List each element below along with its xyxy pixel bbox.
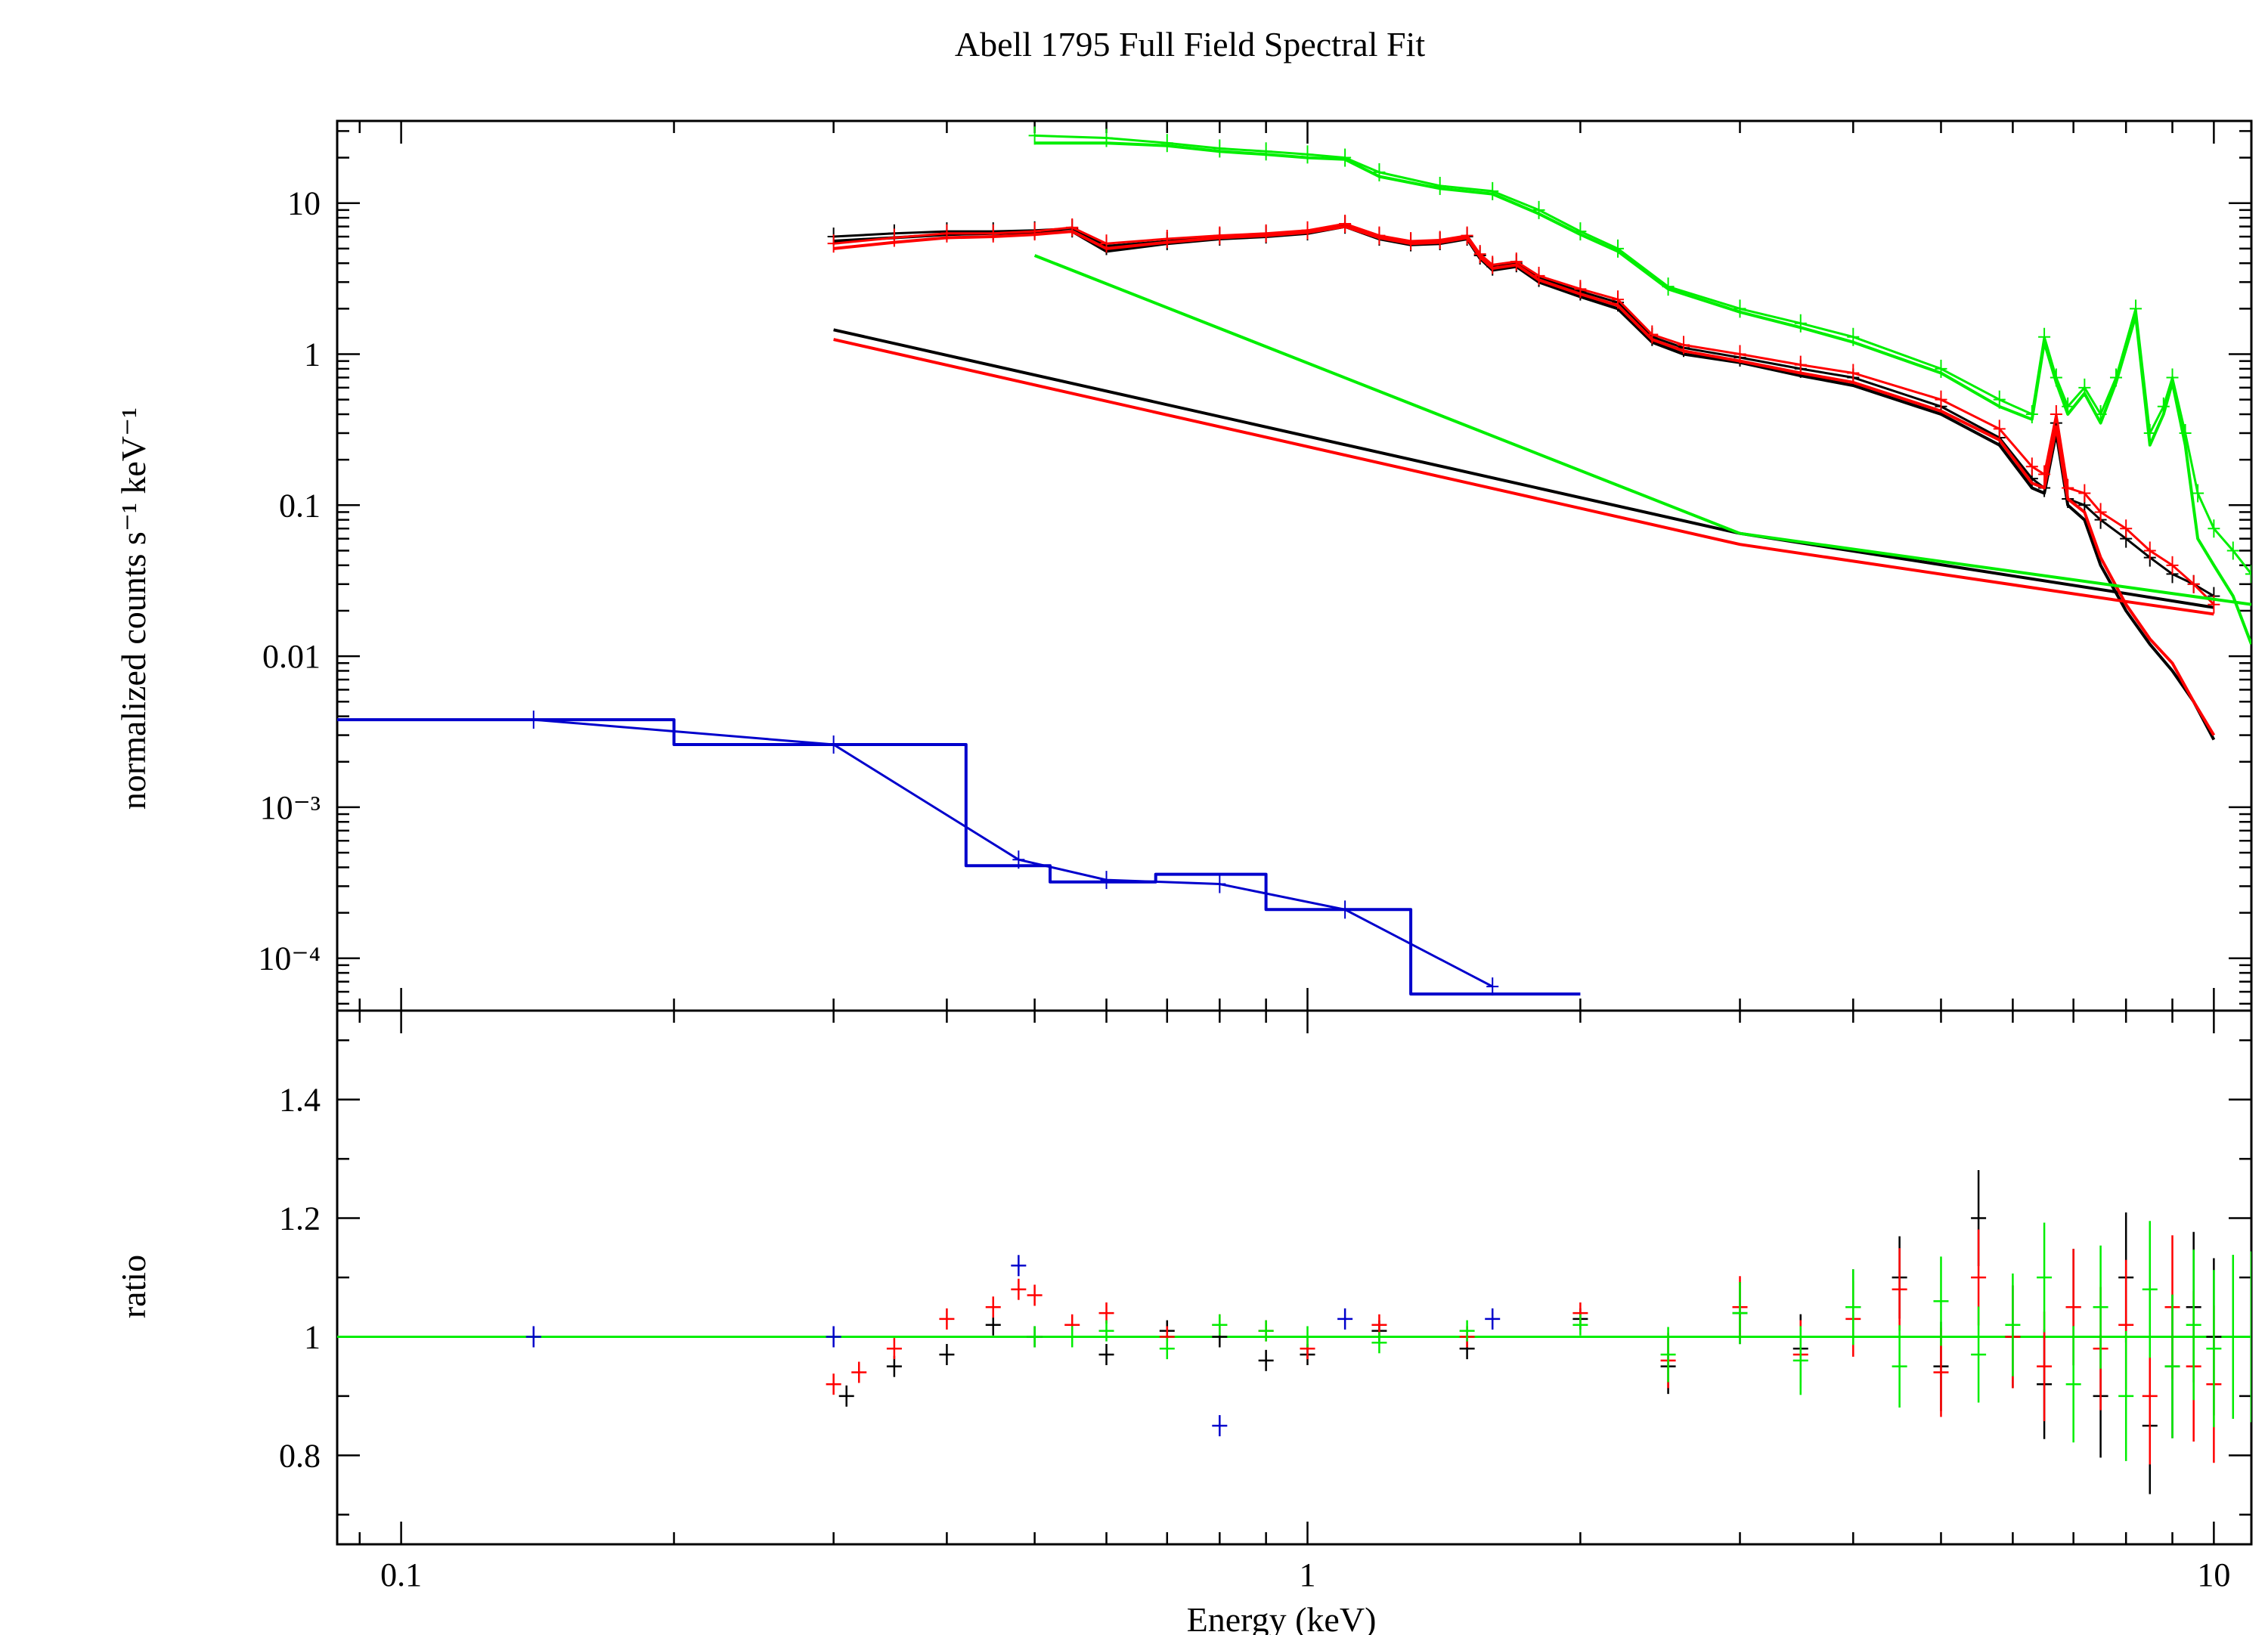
ratio-panel: 0.8 1 1.2 1.4 0.1 1 10 [279, 1009, 2253, 1593]
ratio-y-tick-label: 1.2 [279, 1200, 321, 1237]
spectrum-model-line [337, 718, 1581, 996]
spectrum-y-axis-label: normalized counts s⁻¹ keV⁻¹ [114, 407, 153, 810]
spectrum-y-tick-label: 10⁻⁴ [258, 940, 321, 977]
ratio-y-tick-label: 1.4 [279, 1082, 321, 1119]
x-axis-label: Energy (keV) [1187, 1600, 1377, 1635]
ratio-y-tick-label: 0.8 [279, 1437, 321, 1474]
spectrum-model-line [833, 225, 2216, 741]
spectrum-panel: 10⁻⁴ 10⁻³ 0.01 0.1 1 10 [258, 119, 2253, 1012]
spectrum-y-tick-label: 0.1 [279, 487, 321, 524]
spectrum-model-line [833, 225, 2216, 736]
spectrum-y-tick-label: 10⁻³ [260, 789, 321, 826]
spectrum-model-line [833, 328, 2214, 609]
spectrum-y-tick-label: 0.01 [262, 638, 321, 675]
ratio-y-axis-label: ratio [114, 1255, 153, 1318]
x-tick-label: 1 [1299, 1556, 1315, 1593]
spectrum-model-line [833, 338, 2214, 616]
chart-title: Abell 1795 Full Field Spectral Fit [955, 25, 1425, 63]
ratio-y-tick-label: 1 [304, 1318, 321, 1355]
spectrum-model-line [1034, 141, 2251, 646]
spectrum-data-line [833, 223, 2215, 597]
spectrum-model-line [1033, 254, 2251, 606]
spectrum-y-tick-label: 10 [287, 185, 321, 222]
spectrum-data-line [833, 222, 2215, 605]
spectrum-y-tick-label: 1 [304, 336, 321, 373]
x-tick-label: 10 [2197, 1556, 2230, 1593]
x-tick-label: 0.1 [380, 1556, 422, 1593]
